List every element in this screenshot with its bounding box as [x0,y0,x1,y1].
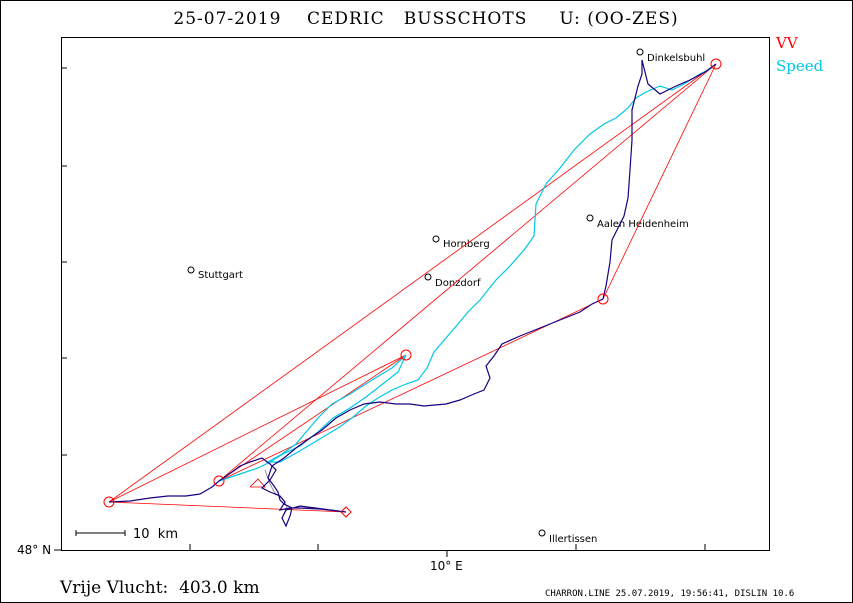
distance-label: Vrije Vlucht: 403.0 km [59,578,260,598]
footer-info: CHARRON.LINE 25.07.2019, 19:56:41, DISLI… [545,589,794,599]
turnpoints [103,58,722,508]
turnpoint-4 [597,293,609,305]
axis-ticks [54,67,706,557]
city-illertissen: Illertissen [538,529,597,545]
legend-speed: Speed [776,57,824,75]
city-label: Illertissen [549,534,597,545]
legend-vv: VV [775,34,799,52]
plot-frame [61,37,770,551]
city-aalen: Aalen Heidenheim [586,214,689,230]
city-label: Aalen Heidenheim [597,219,689,230]
turnpoint-5 [710,58,722,70]
city-label: Dinkelsbuhl [647,53,705,64]
city-dinkelsbuhl: Dinkelsbuhl [636,48,705,64]
lat-label: 48° N [17,543,51,557]
map-title: 25-07-2019 CEDRIC BUSSCHOTS U: (OO-ZES) [173,9,678,29]
speed-track [218,67,713,482]
turnpoint-start [103,496,115,508]
turnpoint-2 [213,475,225,487]
scale-bar: 10 km [75,527,178,542]
vv-lines [108,63,717,513]
city-label: Donzdorf [435,278,481,289]
city-stuttgart: Stuttgart [187,266,243,281]
lon-label: 10° E [430,559,463,573]
flight-track [108,59,717,528]
city-donzdorf: Donzdorf [424,273,481,289]
finish-diamond [340,506,352,518]
scale-label: 10 km [133,527,178,542]
turnpoint-3 [400,349,412,361]
city-label: Stuttgart [198,270,243,281]
